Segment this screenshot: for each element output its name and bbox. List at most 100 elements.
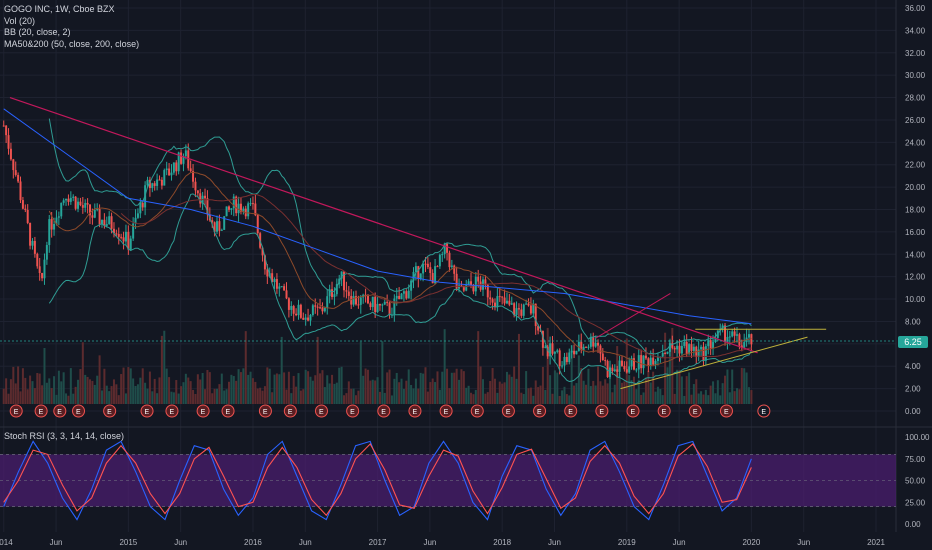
candle-body: [417, 266, 420, 280]
candle-body: [453, 265, 456, 274]
candle-body: [589, 337, 592, 347]
volume-bar: [388, 369, 391, 404]
volume-bar: [148, 371, 151, 404]
volume-bar: [680, 376, 683, 404]
rsi-d-line: [3, 443, 752, 517]
volume-bar: [374, 380, 377, 404]
candle-body: [604, 360, 607, 362]
candle-body: [625, 369, 628, 373]
candle-body: [678, 345, 681, 354]
candle-body: [60, 202, 63, 217]
y-tick-label: 2.00: [905, 385, 921, 394]
candle-body: [690, 344, 693, 351]
candle-body: [251, 203, 254, 205]
earnings-marker-label: E: [145, 409, 150, 416]
ma50-line: [120, 194, 752, 359]
candle-body: [709, 340, 712, 349]
volume-bar: [441, 371, 444, 404]
volume-bar: [556, 372, 559, 404]
volume-bar: [175, 380, 178, 404]
y-tick-label: 24.00: [905, 138, 926, 147]
volume-bar: [553, 370, 556, 404]
candle-body: [12, 159, 15, 171]
volume-bar: [266, 367, 269, 404]
candle-body: [573, 350, 576, 355]
earnings-marker-label: E: [761, 409, 766, 416]
rsi-tick-label: 0.00: [905, 520, 921, 529]
volume-bar: [395, 372, 398, 404]
volume-bar: [165, 368, 168, 404]
candle-body: [498, 296, 501, 298]
earnings-marker: [72, 404, 86, 418]
volume-bar: [632, 376, 635, 404]
earnings-marker-label: E: [263, 409, 268, 416]
candle-body: [36, 253, 39, 267]
volume-bar: [510, 376, 513, 404]
candle-body: [100, 219, 103, 225]
volume-bar: [697, 393, 700, 404]
volume-bar: [33, 388, 36, 404]
volume-bar: [640, 394, 643, 404]
volume-bar: [570, 345, 573, 404]
candle-body: [242, 208, 245, 212]
candle-body: [393, 298, 396, 315]
volume-bar: [721, 383, 724, 404]
candle-body: [508, 300, 511, 305]
candle-body: [592, 337, 595, 347]
volume-bar: [750, 390, 753, 404]
volume-bar: [525, 371, 528, 404]
volume-bar: [498, 381, 501, 404]
earnings-marker-label: E: [169, 409, 174, 416]
candle-body: [206, 198, 209, 215]
y-tick-label: 4.00: [905, 362, 921, 371]
candle-body: [740, 345, 743, 348]
volume-bar: [216, 388, 219, 404]
volume-bar: [314, 375, 317, 404]
candle-body: [680, 345, 683, 354]
candle-body: [613, 369, 616, 372]
candle-body: [309, 315, 312, 321]
candle-body: [17, 174, 20, 182]
volume-bar: [156, 393, 159, 404]
candle-body: [712, 342, 715, 349]
candle-body: [220, 229, 223, 231]
volume-bar: [239, 372, 242, 404]
candle-body: [419, 273, 422, 280]
legend-title: GOGO INC, 1W, Cboe BZX: [4, 4, 115, 14]
candle-body: [232, 196, 235, 209]
volume-bar: [736, 388, 739, 404]
volume-bar: [664, 332, 667, 404]
candle-body: [568, 352, 571, 363]
earnings-marker-label: E: [631, 409, 636, 416]
candle-body: [496, 296, 499, 308]
earnings-marker: [377, 404, 391, 418]
candle-body: [697, 349, 700, 357]
volume-bar: [637, 379, 640, 404]
volume-bar: [434, 382, 437, 404]
volume-bar: [237, 369, 240, 404]
earnings-marker-label: E: [412, 409, 417, 416]
volume-bar: [220, 373, 223, 404]
volume-bar: [597, 366, 600, 404]
volume-bar: [235, 380, 238, 404]
volume-bar: [381, 341, 384, 404]
candle-body: [256, 215, 259, 234]
volume-bar: [522, 394, 525, 404]
volume-bar: [45, 382, 48, 404]
candle-body: [601, 353, 604, 361]
volume-bar: [182, 382, 185, 404]
candle-body: [673, 347, 676, 350]
volume-bar: [275, 373, 278, 404]
volume-bar: [712, 381, 715, 404]
rsi-tick-label: 75.00: [905, 455, 926, 464]
volume-bar: [352, 388, 355, 404]
volume-bar: [12, 366, 15, 404]
volume-bar: [551, 393, 554, 404]
volume-bar: [505, 371, 508, 404]
last-price-tag: 6.25: [898, 336, 928, 348]
candle-body: [278, 286, 281, 289]
earnings-marker: [501, 404, 515, 418]
candle-body: [9, 148, 12, 160]
volume-bar: [7, 393, 10, 404]
